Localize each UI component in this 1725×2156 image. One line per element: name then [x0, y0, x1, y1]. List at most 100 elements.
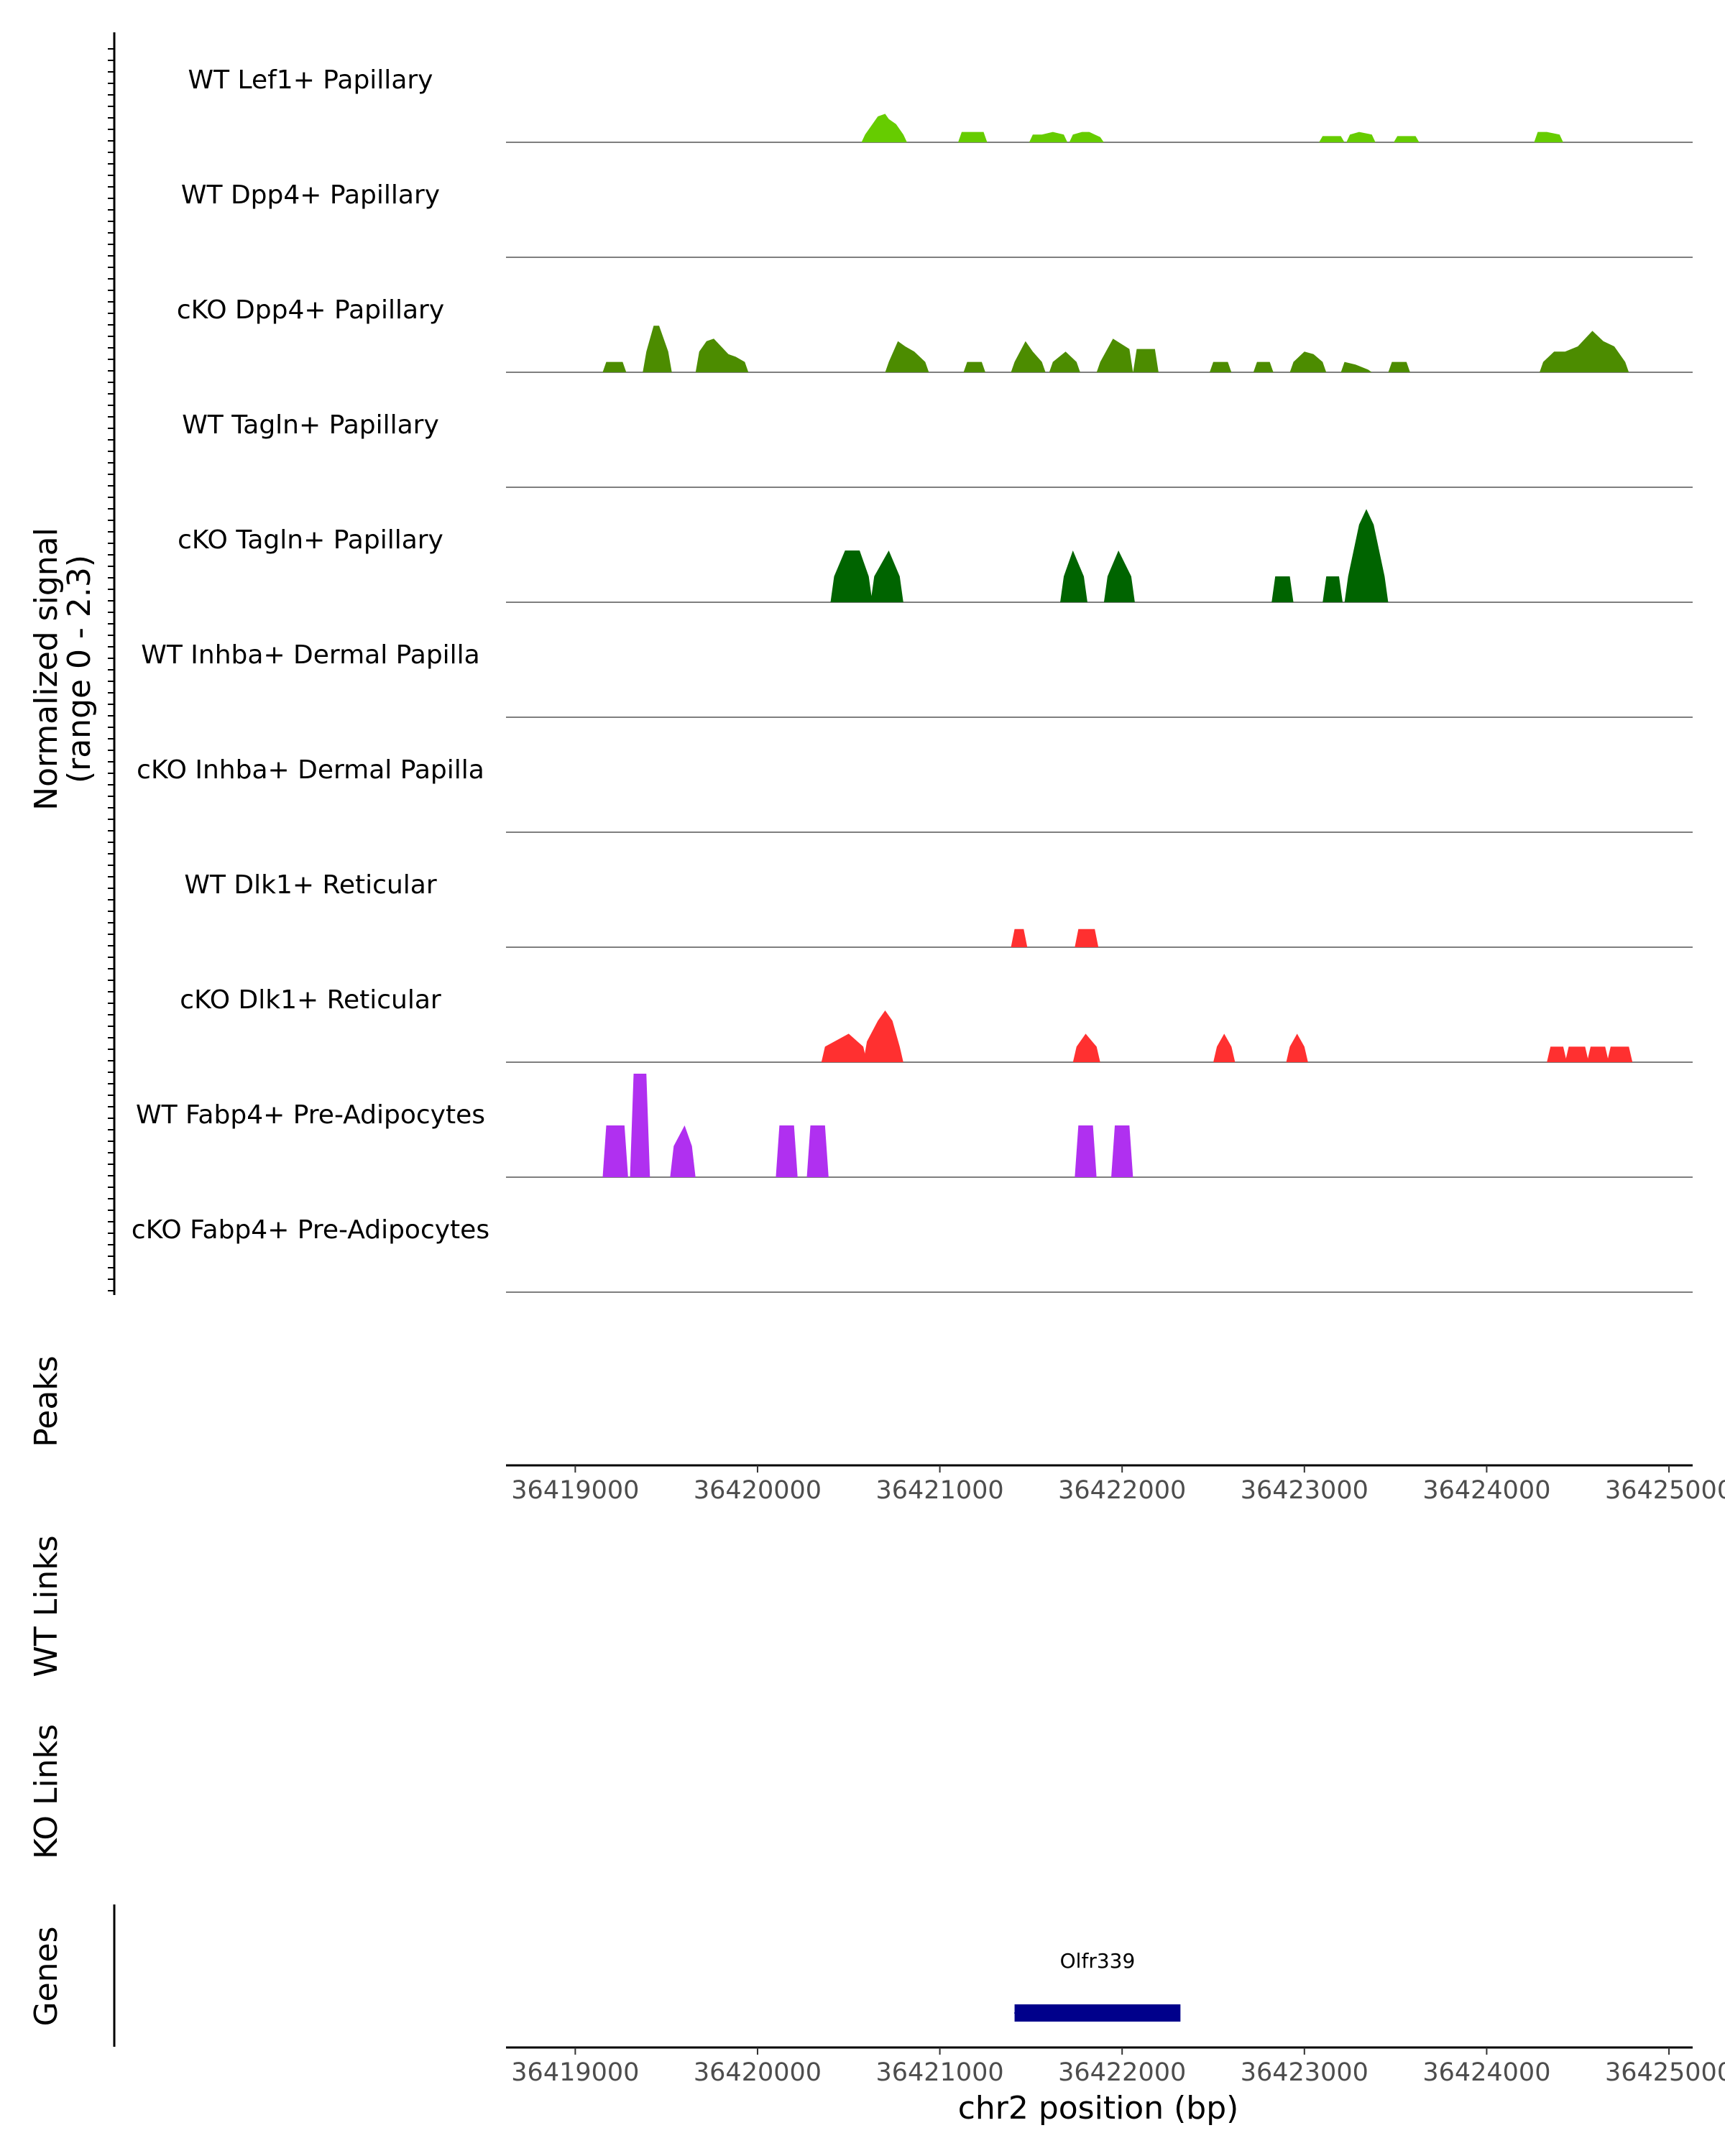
coverage-peak — [1029, 132, 1068, 142]
coverage-peak — [821, 1033, 868, 1062]
coverage-peak — [1388, 361, 1410, 372]
coverage-track: WT Lef1+ Papillary — [188, 65, 1693, 143]
coverage-peak — [1540, 331, 1629, 372]
coverage-track: WT Dlk1+ Reticular — [184, 870, 1693, 948]
x-axis-tick-label: 36422000 — [1058, 1476, 1186, 1505]
coverage-peak — [1253, 361, 1274, 372]
gene-body — [1014, 2004, 1181, 2022]
x-axis-tick-label: 36420000 — [694, 1476, 822, 1505]
coverage-track: cKO Dpp4+ Papillary — [177, 295, 1693, 373]
coverage-peak — [695, 338, 749, 372]
wt-links-panel-title: WT Links — [28, 1535, 65, 1677]
gene-strand-arrow — [1013, 2006, 1023, 2020]
coverage-peak — [1289, 351, 1327, 372]
coverage-track: cKO Fabp4+ Pre-Adipocytes — [132, 1215, 1693, 1293]
coverage-track: WT Inhba+ Dermal Papilla — [141, 640, 1693, 718]
x-axis-tick-label: 36425000 — [1605, 1476, 1725, 1505]
coverage-peak — [863, 1010, 903, 1062]
ko-links-panel-title: KO Links — [28, 1724, 65, 1859]
coverage-peak — [806, 1125, 829, 1177]
coverage-peak — [1344, 509, 1389, 602]
track-label: cKO Tagln+ Papillary — [178, 525, 443, 555]
coverage-peak — [1606, 1046, 1633, 1062]
coverage-peak — [1565, 1046, 1589, 1062]
coverage-peak — [1133, 349, 1159, 372]
gene-label: Olfr339 — [1060, 1949, 1136, 1973]
coverage-peak — [1072, 1033, 1100, 1062]
track-label: WT Tagln+ Papillary — [182, 410, 439, 440]
coverage-peak — [630, 1074, 650, 1177]
coverage-peak — [1075, 929, 1099, 947]
coverage-peak — [1096, 338, 1133, 372]
coverage-peak — [1213, 1033, 1236, 1062]
coverage-peak — [1011, 341, 1046, 372]
peaks-panel: Peaks 36419000 36420000 36421000 36422000 36… — [28, 1355, 1725, 1505]
coverage-peak — [1103, 550, 1135, 602]
coverage-peak — [1322, 576, 1343, 602]
coverage-peak — [776, 1125, 798, 1177]
x-axis-tick-label: 36425000 — [1605, 2058, 1725, 2087]
x-axis-tick-label: 36424000 — [1422, 2058, 1550, 2087]
x-axis-tick-label: 36420000 — [694, 2058, 822, 2087]
track-label: WT Dpp4+ Papillary — [181, 180, 440, 210]
coverage-peak — [963, 361, 985, 372]
coverage-track: cKO Dlk1+ Reticular — [180, 985, 1693, 1063]
coverage-peak — [602, 1125, 628, 1177]
track-label: WT Inhba+ Dermal Papilla — [141, 640, 479, 670]
coverage-peak — [1060, 550, 1087, 602]
coverage-peak — [1547, 1046, 1567, 1062]
coverage-peak — [1271, 576, 1294, 602]
genes-panel: Genes Olfr339 36419000 36420000 36421000 36… — [28, 1904, 1725, 2127]
x-axis-tick-label: 36421000 — [876, 1476, 1004, 1505]
coverage-peak — [830, 550, 873, 602]
coverage-peak — [1340, 361, 1372, 372]
coverage-peak — [670, 1125, 696, 1177]
x-axis-title: chr2 position (bp) — [958, 2090, 1239, 2127]
coverage-peak — [1346, 132, 1376, 142]
coverage-peak — [1075, 1125, 1097, 1177]
gene-annotations: Olfr339 — [1013, 1949, 1181, 2022]
x-axis-tick-label: 36419000 — [511, 1476, 639, 1505]
coverage-peak — [602, 361, 627, 372]
track-label: WT Dlk1+ Reticular — [184, 870, 436, 900]
gene-strand-arrow — [1167, 2006, 1176, 2020]
track-label: cKO Dlk1+ Reticular — [180, 985, 441, 1015]
coverage-y-axis-ticks — [108, 48, 114, 1291]
peaks-x-axis-ticks: 36419000 36420000 36421000 36422000 36423000… — [511, 1465, 1725, 1505]
coverage-panel: Normalized signal (range 0 - 2.3) WT Lef… — [28, 32, 1693, 1295]
track-label: cKO Inhba+ Dermal Papilla — [137, 755, 484, 785]
coverage-track: WT Tagln+ Papillary — [182, 410, 1693, 488]
coverage-track: WT Dpp4+ Papillary — [181, 180, 1693, 258]
coverage-peak — [1011, 929, 1028, 947]
track-label: cKO Dpp4+ Papillary — [177, 295, 444, 325]
coverage-peak — [1586, 1046, 1609, 1062]
coverage-y-axis-range: (range 0 - 2.3) — [61, 555, 98, 783]
coverage-peak — [1534, 132, 1563, 142]
coverage-track: cKO Tagln+ Papillary — [178, 509, 1693, 603]
x-axis-tick-label: 36423000 — [1241, 2058, 1368, 2087]
coverage-peak — [870, 550, 903, 602]
coverage-peak — [958, 132, 988, 142]
coverage-peak — [643, 326, 672, 372]
x-axis-tick-label: 36422000 — [1058, 2058, 1186, 2087]
coverage-peak — [1069, 132, 1104, 142]
coverage-tracks: WT Lef1+ Papillary WT Dpp4+ Papillary cKO … — [132, 65, 1693, 1293]
coverage-peak — [1210, 361, 1232, 372]
genes-x-axis-ticks: 36419000 36420000 36421000 36422000 36423000… — [511, 2047, 1725, 2087]
coverage-track: cKO Inhba+ Dermal Papilla — [137, 755, 1693, 833]
x-axis-tick-label: 36421000 — [876, 2058, 1004, 2087]
coverage-peak — [1111, 1125, 1133, 1177]
coverage-peak — [1319, 136, 1345, 142]
coverage-peak — [1286, 1033, 1308, 1062]
track-label: cKO Fabp4+ Pre-Adipocytes — [132, 1215, 489, 1245]
track-label: WT Lef1+ Papillary — [188, 65, 433, 95]
coverage-peak — [861, 114, 907, 142]
coverage-track: WT Fabp4+ Pre-Adipocytes — [136, 1074, 1693, 1178]
x-axis-tick-label: 36423000 — [1241, 1476, 1368, 1505]
genes-panel-title: Genes — [28, 1926, 65, 2026]
x-axis-tick-label: 36424000 — [1422, 1476, 1550, 1505]
track-label: WT Fabp4+ Pre-Adipocytes — [136, 1100, 485, 1130]
coverage-peak — [1394, 136, 1420, 142]
coverage-y-axis-title: Normalized signal — [28, 528, 65, 811]
